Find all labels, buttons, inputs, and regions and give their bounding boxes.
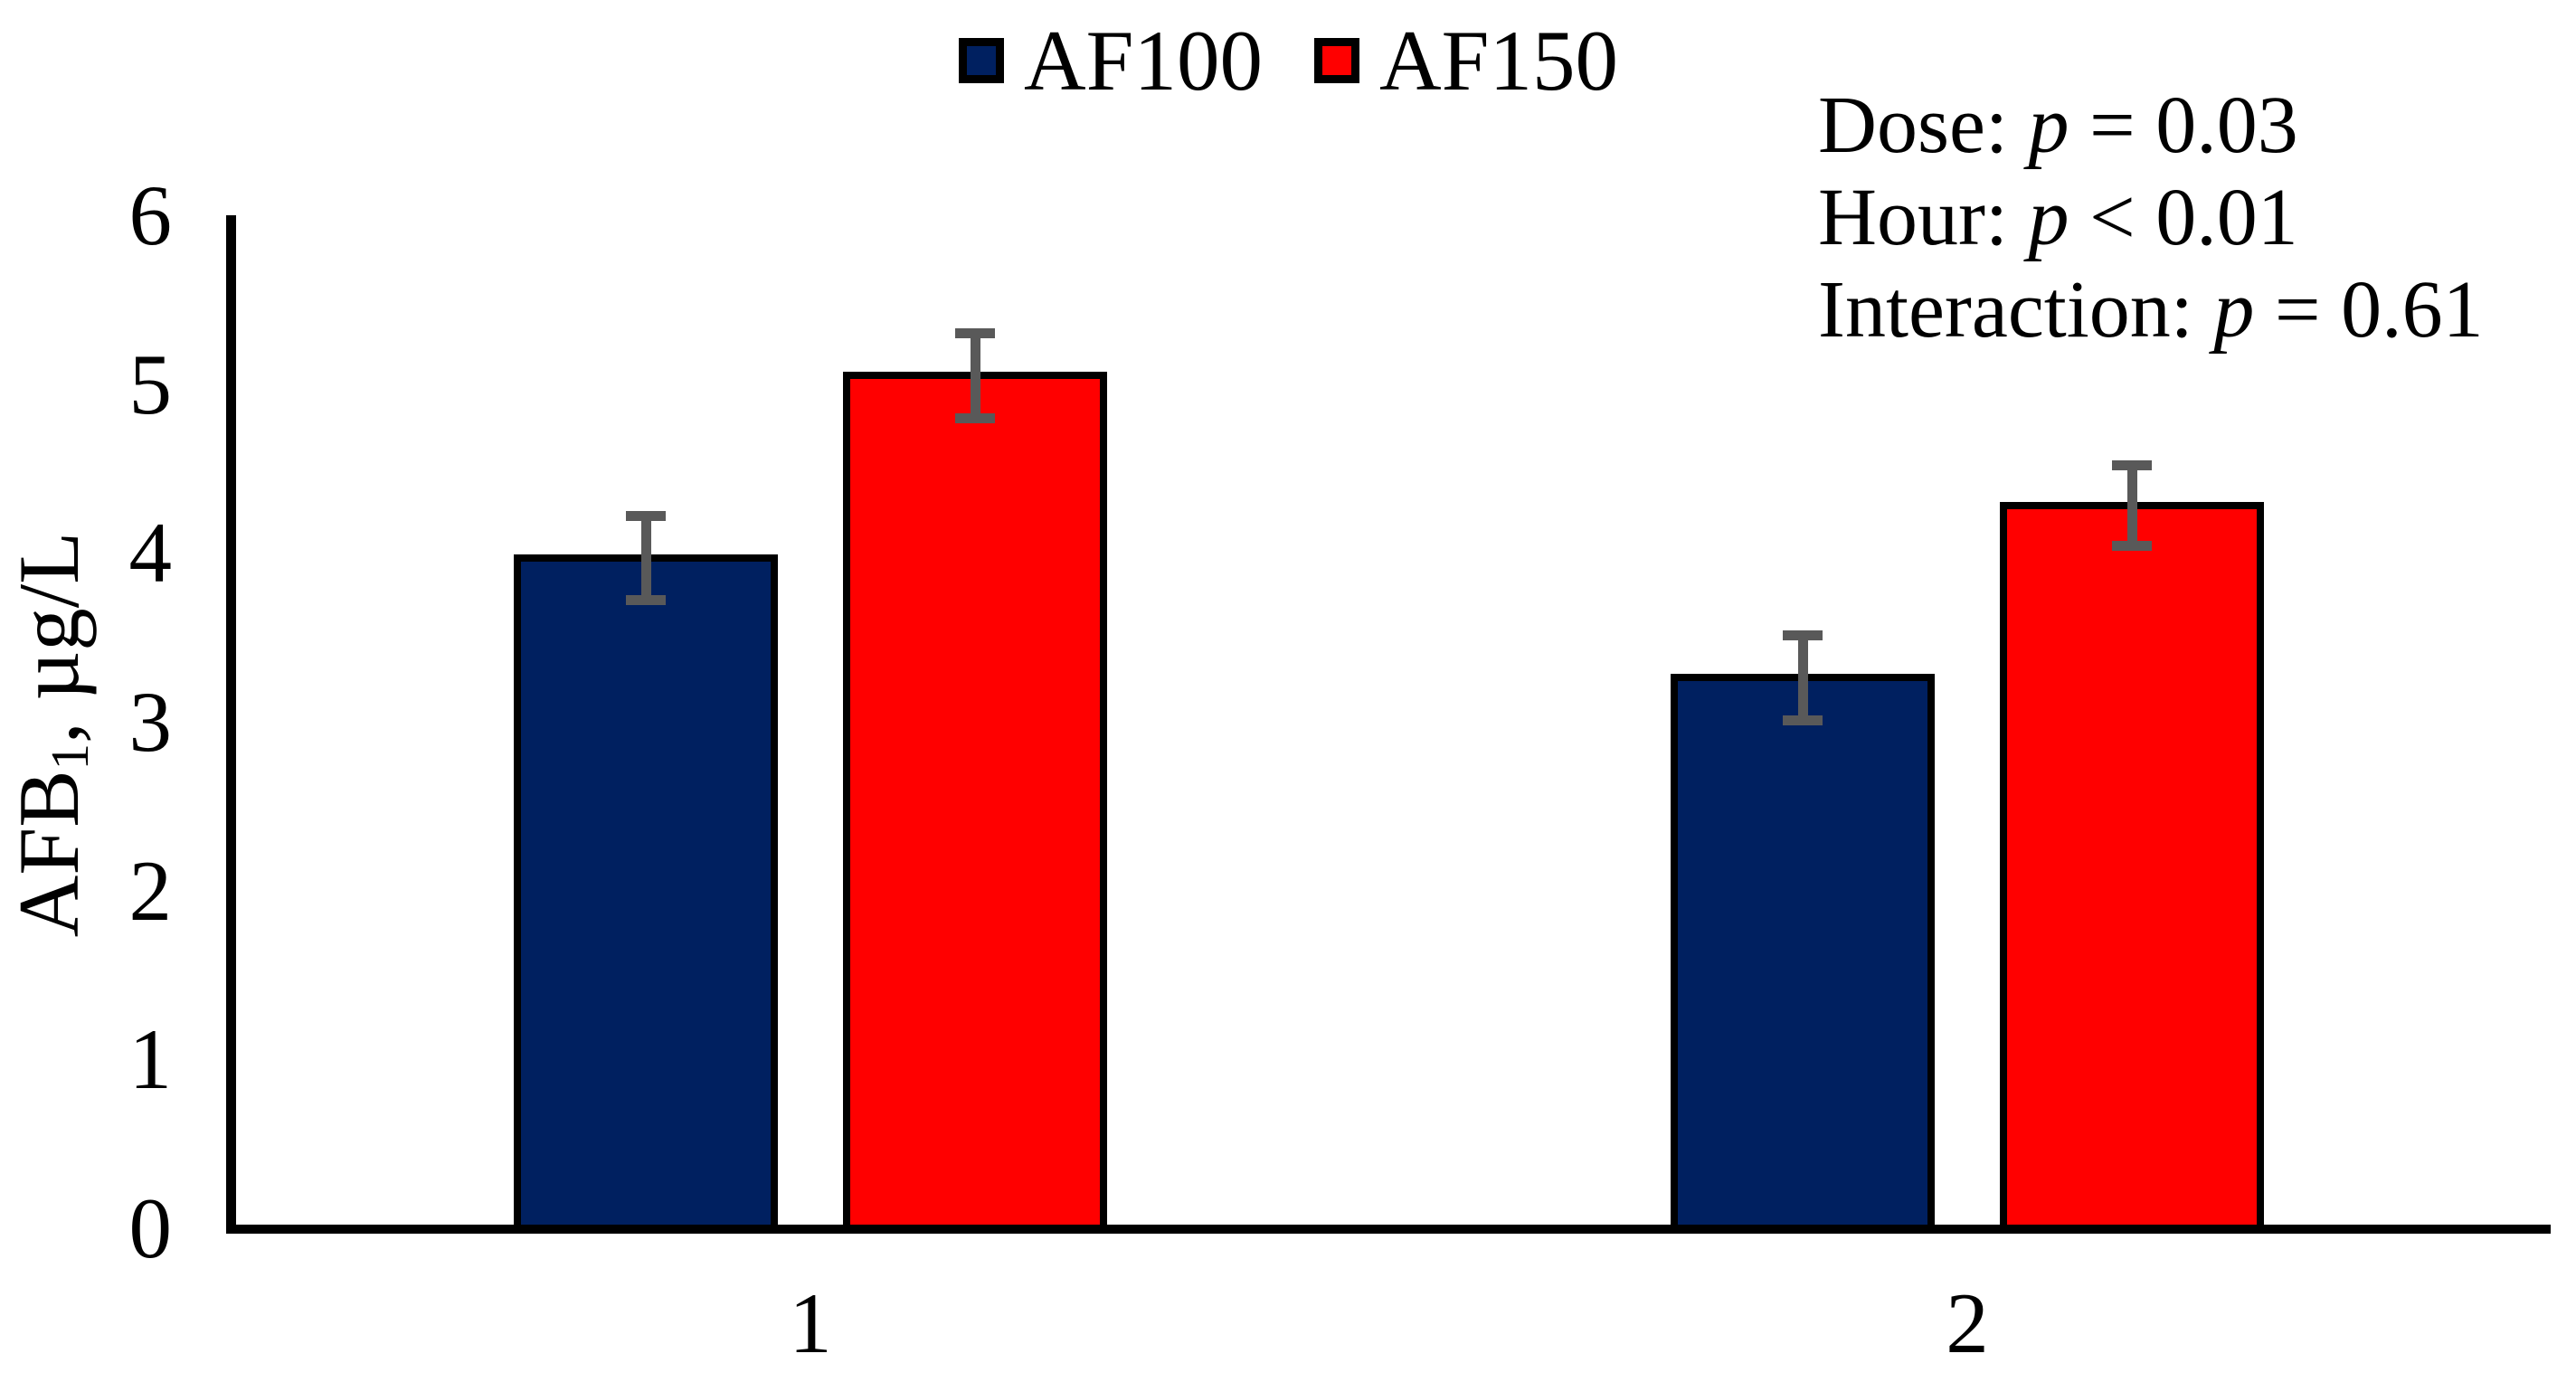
y-tick-label-3: 3 [128, 674, 173, 770]
bar-af150-group1 [843, 372, 1107, 1232]
annotation-1-p-symbol: p [2028, 80, 2069, 170]
annotation-2-label: Hour: [1818, 173, 2029, 262]
legend-marker-af100 [959, 38, 1004, 83]
error-bar-af100-group2-cap-top [1783, 630, 1823, 641]
y-tick-label-5: 5 [128, 336, 173, 432]
error-bar-af100-group1-cap-bottom [626, 595, 666, 606]
stats-annotations: Dose: p = 0.03 Hour: p < 0.01 Interaction:… [1818, 80, 2484, 356]
annotation-1-value: = 0.03 [2069, 80, 2298, 170]
error-bar-af150-group1-cap-top [955, 328, 995, 339]
annotation-2-p-symbol: p [2028, 173, 2069, 262]
error-bar-af150-group1-line [970, 333, 980, 418]
y-axis-line [226, 215, 236, 1234]
legend-marker-af150 [1314, 38, 1359, 83]
annotation-line-1: Dose: p = 0.03 [1818, 80, 2484, 172]
annotation-3-label: Interaction: [1818, 265, 2214, 355]
error-bar-af100-group2-line [1797, 635, 1808, 721]
x-axis-line [226, 1225, 2551, 1234]
annotation-3-p-symbol: p [2213, 265, 2255, 355]
x-category-label-1: 1 [789, 1275, 832, 1371]
annotation-2-value: < 0.01 [2069, 173, 2298, 262]
error-bar-af100-group1-line [640, 516, 651, 601]
error-bar-af150-group1-cap-bottom [955, 412, 995, 423]
annotation-3-value: = 0.61 [2254, 265, 2484, 355]
error-bar-af150-group2-cap-bottom [2112, 541, 2152, 552]
legend-label-af150: AF150 [1379, 13, 1618, 109]
error-bar-af100-group2-cap-bottom [1783, 715, 1823, 725]
bar-af150-group2 [2000, 502, 2264, 1232]
bar-af100-group1 [514, 554, 778, 1232]
error-bar-af150-group2-line [2126, 465, 2137, 546]
y-tick-label-6: 6 [128, 167, 173, 263]
y-tick-label-1: 1 [128, 1011, 173, 1108]
y-tick-label-4: 4 [128, 505, 173, 601]
annotation-line-2: Hour: p < 0.01 [1818, 172, 2484, 264]
annotation-1-label: Dose: [1818, 80, 2029, 170]
annotation-line-3: Interaction: p = 0.61 [1818, 264, 2484, 356]
error-bar-af100-group1-cap-top [626, 510, 666, 521]
bar-af100-group2 [1671, 674, 1935, 1232]
y-tick-label-2: 2 [128, 842, 173, 939]
legend-label-af100: AF100 [1024, 13, 1263, 109]
x-category-label-2: 2 [1946, 1275, 1989, 1371]
error-bar-af150-group2-cap-top [2112, 459, 2152, 470]
y-tick-label-0: 0 [128, 1180, 173, 1276]
